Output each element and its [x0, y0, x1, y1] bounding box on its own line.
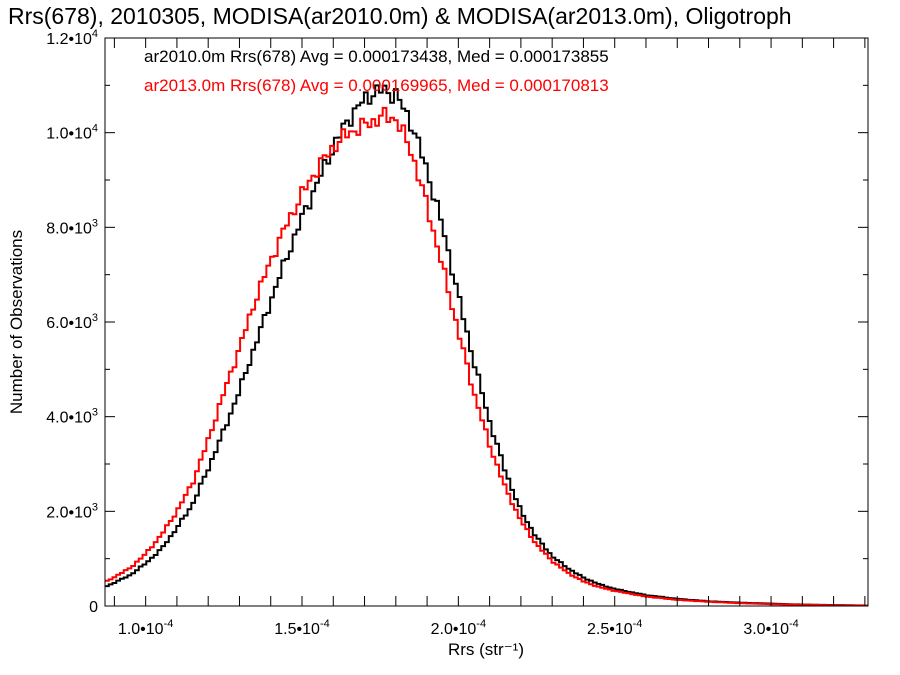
tick-mantissa: 2.0	[46, 504, 68, 521]
tick-times-ten: •10	[297, 621, 321, 638]
series-1-annotation: ar2013.0m Rrs(678) Avg = 0.000169965, Me…	[144, 76, 609, 95]
tick-exponent: -4	[320, 618, 330, 630]
tick-exponent: -4	[789, 618, 799, 630]
tick-times-ten: •10	[766, 621, 790, 638]
x-tick-label: 1.5•10-4	[274, 618, 329, 638]
series-0-line	[105, 84, 868, 607]
x-tick-label: 1.0•10-4	[118, 618, 173, 638]
tick-mantissa: 1.2	[46, 31, 68, 48]
x-tick-label: 3.0•10-4	[743, 618, 798, 638]
x-axis: 1.0•10-4 1.5•10-4 2.0•10-4 2.5•10-4 3.0•10-4	[113, 38, 866, 638]
y-tick-label: 1.2•104	[46, 28, 98, 48]
tick-exponent: -4	[633, 618, 643, 630]
y-axis-label: Number of Observations	[7, 230, 26, 414]
tick-mantissa: 8.0	[46, 220, 68, 237]
x-tick-label: 2.0•10-4	[431, 618, 486, 638]
tick-exponent: 4	[92, 123, 98, 135]
tick-mantissa: 4.0	[46, 410, 68, 427]
tick-exponent: 3	[92, 217, 98, 229]
tick-times-ten: •10	[68, 220, 92, 237]
tick-times-ten: •10	[68, 31, 92, 48]
tick-exponent: -4	[476, 618, 486, 630]
annotations: ar2010.0m Rrs(678) Avg = 0.000173438, Me…	[144, 47, 609, 95]
y-tick-label: 0	[89, 599, 98, 616]
tick-times-ten: •10	[453, 621, 477, 638]
tick-exponent: 3	[92, 407, 98, 419]
y-tick-label: 8.0•103	[46, 217, 98, 237]
x-axis-label: Rrs (str⁻¹)	[448, 640, 524, 659]
series-0-annotation: ar2010.0m Rrs(678) Avg = 0.000173438, Me…	[144, 47, 609, 66]
tick-mantissa: 1.0	[118, 621, 140, 638]
tick-mantissa: 6.0	[46, 315, 68, 332]
x-tick-label: 2.5•10-4	[587, 618, 642, 638]
y-tick-label: 6.0•103	[46, 312, 98, 332]
tick-exponent: 4	[92, 28, 98, 40]
tick-times-ten: •10	[140, 621, 164, 638]
chart-title: Rrs(678), 2010305, MODISA(ar2010.0m) & M…	[8, 3, 792, 29]
series-1-line	[105, 106, 868, 607]
tick-times-ten: •10	[68, 410, 92, 427]
tick-exponent: 3	[92, 312, 98, 324]
tick-mantissa: 1.0	[46, 126, 68, 143]
y-tick-label: 1.0•104	[46, 123, 98, 143]
tick-times-ten: •10	[68, 126, 92, 143]
tick-mantissa: 3.0	[743, 621, 765, 638]
tick-times-ten: •10	[609, 621, 633, 638]
tick-mantissa: 1.5	[274, 621, 296, 638]
y-axis: 02.0•1034.0•1036.0•1038.0•1031.0•1041.2•…	[46, 28, 868, 616]
tick-times-ten: •10	[68, 504, 92, 521]
tick-times-ten: •10	[68, 315, 92, 332]
tick-exponent: -4	[164, 618, 174, 630]
tick-exponent: 3	[92, 501, 98, 513]
plot-frame	[104, 37, 869, 607]
y-tick-label: 2.0•103	[46, 501, 98, 521]
tick-mantissa: 2.5	[587, 621, 609, 638]
y-tick-label: 4.0•103	[46, 407, 98, 427]
curves-layer	[105, 84, 868, 607]
tick-mantissa: 2.0	[431, 621, 453, 638]
